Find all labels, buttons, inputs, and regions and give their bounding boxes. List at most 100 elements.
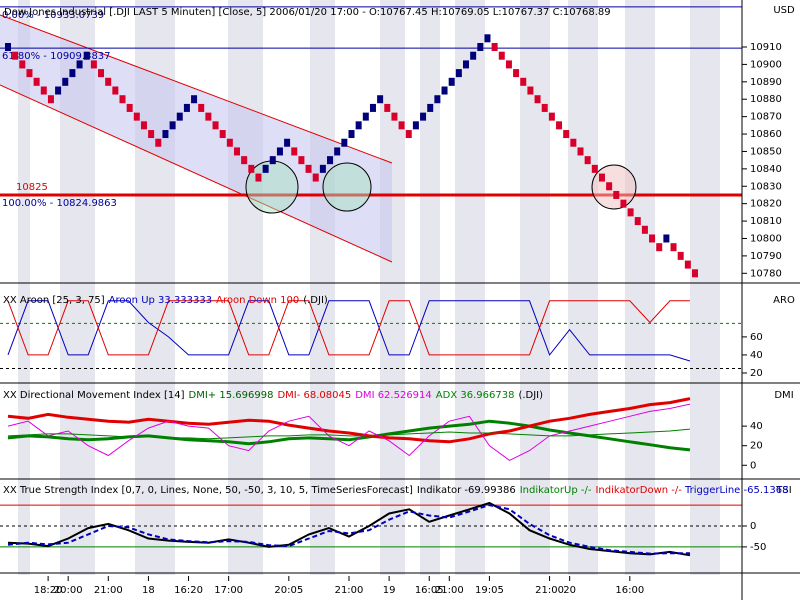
- channel-lower: [0, 84, 393, 263]
- renko-brick: [234, 147, 240, 156]
- renko-brick: [183, 103, 190, 112]
- y-tick-label: 10880: [750, 94, 782, 105]
- legend-entry: XX Aroon [25, 3, 75]: [3, 295, 105, 306]
- renko-brick: [369, 103, 376, 112]
- y-tick-label: 10790: [750, 251, 782, 262]
- renko-brick: [19, 60, 26, 69]
- renko-brick: [620, 199, 627, 208]
- panel-legend: XX Directional Movement Index [14] DMI+ 1…: [3, 390, 543, 401]
- y-tick-label: 10830: [750, 181, 782, 192]
- y-tick-label: 10900: [750, 59, 782, 70]
- renko-brick: [5, 43, 11, 51]
- x-tick-label: 21:00: [435, 585, 464, 596]
- renko-brick: [191, 95, 198, 104]
- y-tick-label: 40: [750, 421, 763, 432]
- renko-brick: [155, 138, 162, 147]
- legend-entry: IndikatorUp -/-: [520, 485, 592, 496]
- legend-entry: XX Directional Movement Index [14]: [3, 390, 185, 401]
- renko-brick: [348, 130, 355, 139]
- renko-brick: [570, 138, 577, 147]
- legend-entry: (.DJI): [518, 390, 543, 401]
- indicator-line: [7, 501, 691, 557]
- y-tick-label: 10860: [750, 129, 782, 140]
- renko-brick: [262, 164, 269, 173]
- y-tick-label: 10800: [750, 233, 782, 244]
- x-tick-label: 20: [563, 585, 576, 596]
- channel-upper: [0, 14, 393, 164]
- renko-brick: [448, 77, 455, 86]
- renko-brick: [384, 103, 391, 112]
- x-tick-label: 21:00: [535, 585, 564, 596]
- renko-brick: [305, 164, 312, 173]
- renko-brick: [541, 103, 548, 112]
- panel-legend: XX Aroon [25, 3, 75] Aroon Up 33.333333 Ar…: [3, 295, 328, 306]
- renko-brick: [513, 69, 520, 78]
- x-tick-label: 16:20: [174, 585, 203, 596]
- renko-brick: [634, 217, 641, 226]
- renko-brick: [591, 164, 598, 173]
- y-tick-label: 10850: [750, 146, 782, 157]
- legend-entry: IndikatorDown -/-: [595, 485, 682, 496]
- renko-brick: [169, 121, 176, 130]
- renko-brick: [663, 234, 670, 243]
- renko-brick: [412, 121, 419, 130]
- renko-brick: [377, 95, 384, 104]
- renko-brick: [534, 95, 541, 104]
- renko-brick: [241, 156, 248, 165]
- renko-brick: [520, 77, 527, 86]
- renko-brick: [62, 77, 69, 86]
- legend-entry: DMI 62.526914: [355, 390, 432, 401]
- renko-brick: [527, 86, 534, 95]
- renko-brick: [76, 60, 83, 69]
- renko-brick: [33, 77, 40, 86]
- renko-brick: [212, 121, 219, 130]
- indicator-line: [7, 419, 691, 452]
- renko-brick: [362, 112, 369, 121]
- level-label: 10825: [16, 182, 48, 193]
- renko-brick: [47, 95, 54, 104]
- y-tick-label: 10870: [750, 112, 782, 123]
- renko-brick: [498, 51, 505, 60]
- legend-entry: Aroon Up 33.333333: [109, 295, 212, 306]
- indicator-line: [7, 300, 691, 362]
- renko-brick: [327, 156, 334, 165]
- renko-brick: [355, 121, 362, 130]
- renko-brick: [420, 112, 427, 121]
- renko-brick: [341, 138, 348, 147]
- renko-brick: [126, 103, 133, 112]
- renko-brick: [598, 173, 605, 182]
- x-tick-label: 17:00: [214, 585, 243, 596]
- renko-brick: [205, 112, 212, 121]
- renko-brick: [463, 60, 469, 69]
- renko-brick: [226, 138, 233, 147]
- renko-brick: [684, 260, 691, 269]
- y-tick-label: 20: [750, 441, 763, 452]
- renko-brick: [98, 69, 105, 78]
- legend-entry: DMI- 68.08045: [277, 390, 351, 401]
- renko-brick: [291, 147, 298, 156]
- x-tick-label: 18: [142, 585, 155, 596]
- x-tick-label: 16:05: [415, 585, 444, 596]
- renko-brick: [284, 138, 291, 147]
- renko-brick: [613, 190, 620, 199]
- renko-brick: [198, 103, 205, 112]
- renko-brick: [692, 269, 698, 278]
- renko-brick: [427, 103, 434, 112]
- y-tick-label: 10910: [750, 42, 782, 53]
- indicator-line: [7, 300, 690, 356]
- y-tick-label: 10840: [750, 164, 782, 175]
- x-tick-label: 19:05: [475, 585, 504, 596]
- renko-brick: [69, 69, 76, 78]
- axis-unit-label: DMI: [774, 390, 793, 401]
- y-tick-label: -50: [750, 542, 766, 553]
- renko-brick: [556, 121, 563, 130]
- renko-brick: [391, 112, 398, 121]
- y-tick-label: 10780: [750, 268, 782, 279]
- y-tick-label: 20: [750, 368, 763, 379]
- legend-entry: (.DJI): [303, 295, 328, 306]
- legend-entry: TriggerLine -65.1368: [684, 485, 788, 496]
- indicator-line: [7, 504, 690, 555]
- renko-brick: [119, 95, 126, 104]
- y-tick-label: 10890: [750, 77, 782, 88]
